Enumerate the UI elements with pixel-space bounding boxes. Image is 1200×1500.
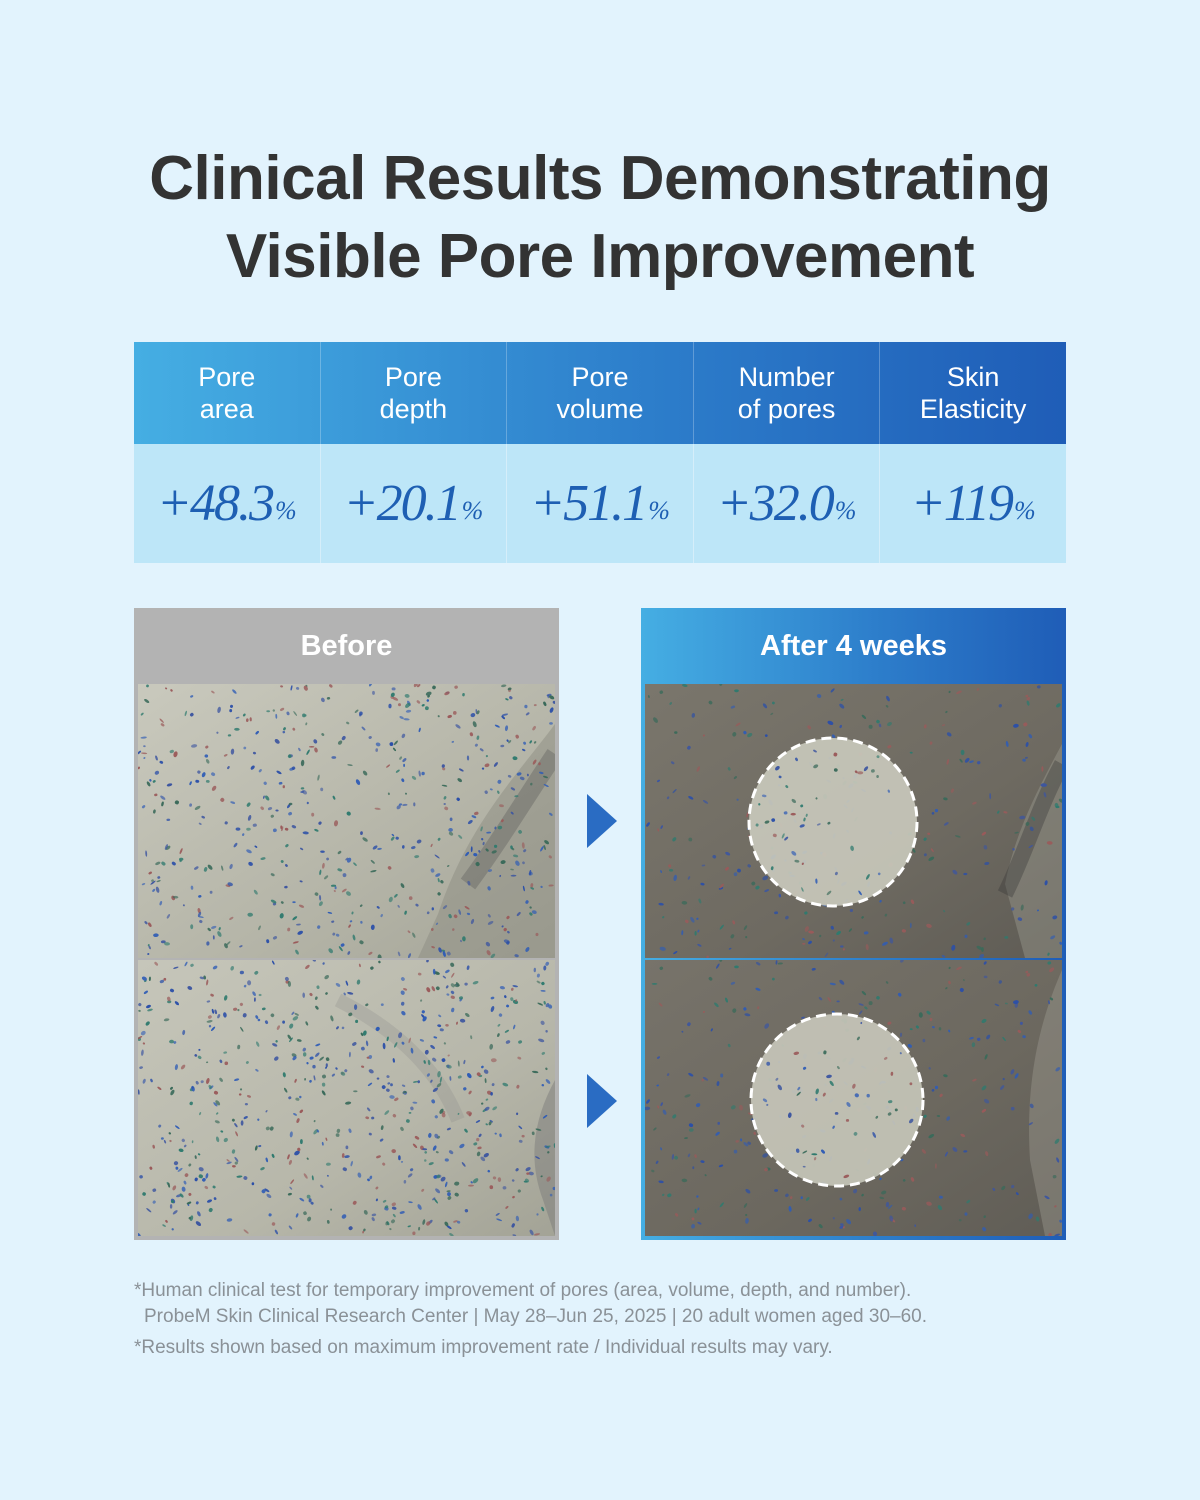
value-number-of-pores: +32.0% [694,444,881,563]
before-photo-top [138,684,555,958]
before-panel: Before [134,608,559,1240]
arrow-right-icon [587,1074,617,1128]
results-table-header: Pore area Pore depth Pore volume Number of p… [134,342,1066,444]
results-table: Pore area Pore depth Pore volume Number of p… [134,342,1066,563]
header-pore-area: Pore area [134,342,321,444]
page-title: Clinical Results Demonstrating Visible P… [0,140,1200,296]
header-pore-volume: Pore volume [507,342,694,444]
after-photo-bottom [645,960,1062,1236]
footnotes: *Human clinical test for temporary impro… [134,1278,1094,1361]
footnote-3: *Results shown based on maximum improvem… [134,1337,833,1358]
header-pore-depth: Pore depth [321,342,508,444]
before-photo-bottom [138,960,555,1236]
after-panel: After 4 weeks [641,608,1066,1240]
value-pore-area: +48.3% [134,444,321,563]
value-pore-depth: +20.1% [321,444,508,563]
value-skin-elasticity: +119% [910,475,1036,532]
before-label: Before [300,629,393,662]
results-table-values: +48.3% +20.1% +51.1% +32.0% +119% [134,444,1066,563]
footnote-1: *Human clinical test for temporary impro… [134,1280,912,1301]
after-label: After 4 weeks [760,629,947,662]
header-skin-elasticity: Skin Elasticity [919,362,1027,424]
title-line-1: Clinical Results Demonstrating [149,144,1051,213]
title-line-2: Visible Pore Improvement [225,222,975,291]
after-photo-top [645,684,1062,958]
arrow-right-icon [587,794,617,848]
header-number-of-pores: Number of pores [694,342,881,444]
footnote-2: ProbeM Skin Clinical Research Center | M… [144,1306,927,1327]
value-pore-volume: +51.1% [507,444,694,563]
